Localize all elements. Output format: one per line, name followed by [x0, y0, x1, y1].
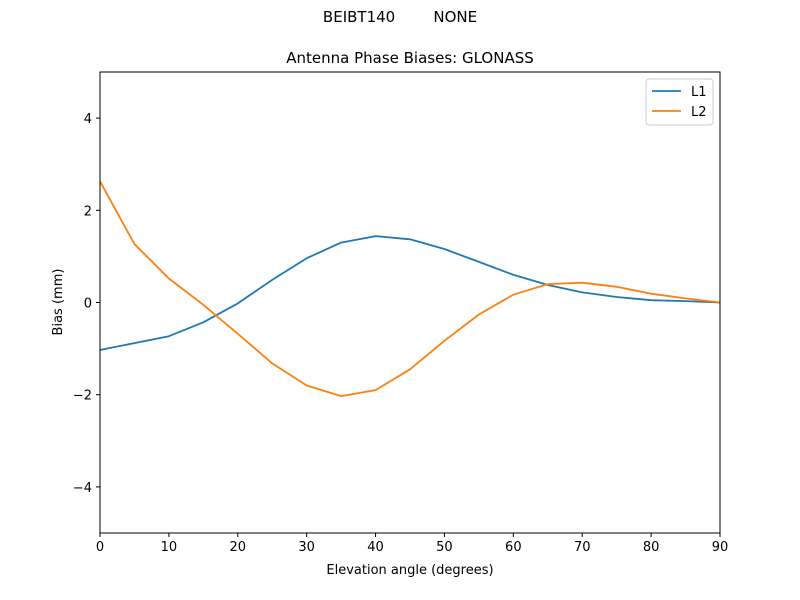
x-tick-label: 70 — [574, 540, 591, 555]
x-tick-label: 90 — [712, 540, 729, 555]
y-axis: −4 −2 0 2 4 — [73, 112, 100, 496]
plot-lines — [99, 180, 721, 398]
series-line-l1 — [99, 235, 721, 351]
x-tick-label: 60 — [505, 540, 522, 555]
y-axis-label: Bias (mm) — [51, 269, 66, 336]
legend-label-l2: L2 — [691, 105, 707, 120]
x-tick-label: 40 — [367, 540, 384, 555]
x-tick-label: 20 — [230, 540, 247, 555]
y-tick-label: −4 — [73, 481, 92, 496]
legend: L1 L2 — [645, 78, 714, 126]
figure-suptitle: BEIBT140 NONE — [322, 8, 478, 26]
y-tick-label: −2 — [73, 389, 92, 404]
x-tick-label: 50 — [436, 540, 453, 555]
plot-frame — [99, 71, 721, 534]
x-tick-label: 10 — [161, 540, 178, 555]
series-line-l2 — [99, 180, 721, 398]
x-tick-label: 0 — [96, 540, 104, 555]
y-tick-label: 0 — [84, 297, 92, 312]
x-tick-label: 30 — [298, 540, 315, 555]
x-axis: 0 10 20 30 40 50 60 70 80 90 — [96, 533, 728, 555]
x-tick-label: 80 — [643, 540, 660, 555]
y-tick-label: 4 — [84, 112, 92, 127]
x-axis-label: Elevation angle (degrees) — [326, 563, 493, 578]
legend-label-l1: L1 — [691, 85, 707, 100]
chart-title: Antenna Phase Biases: GLONASS — [286, 49, 534, 67]
y-tick-label: 2 — [84, 204, 92, 219]
